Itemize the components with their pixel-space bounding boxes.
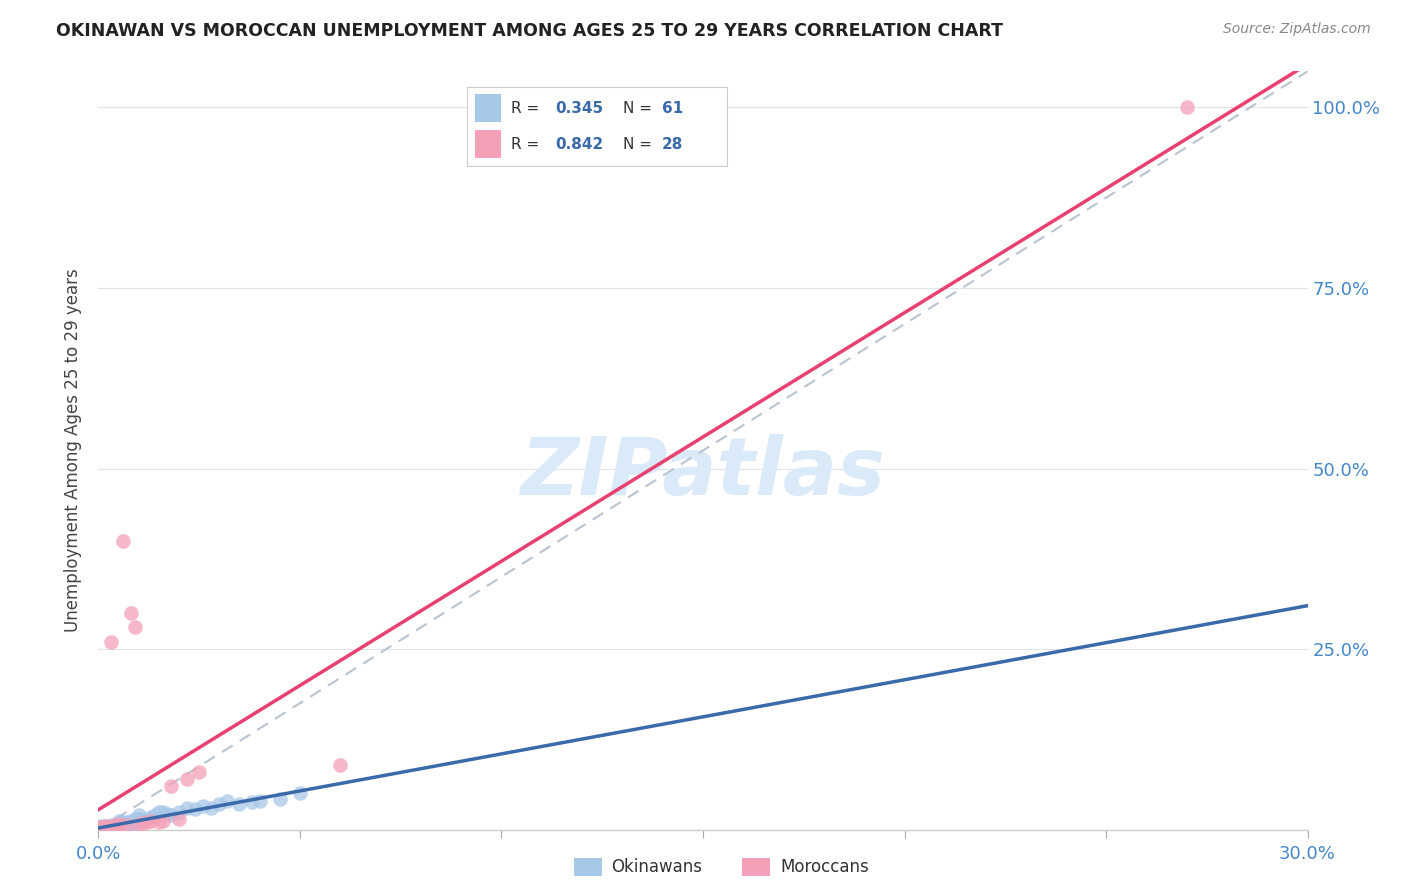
Point: [103, 819, 125, 833]
Point: [107, 820, 129, 834]
Point: [100, 821, 122, 835]
Point: [96, 821, 118, 835]
Point: [96, 820, 118, 834]
Point: [135, 815, 157, 830]
Point: [91, 821, 114, 835]
Point: [160, 808, 183, 822]
Point: [135, 812, 157, 826]
Point: [111, 533, 134, 548]
Point: [91, 821, 114, 835]
Point: [148, 815, 170, 830]
Point: [100, 818, 122, 832]
Point: [87, 822, 110, 837]
Point: [167, 812, 190, 826]
Point: [156, 806, 179, 821]
Point: [91, 822, 114, 837]
Point: [176, 801, 198, 815]
Point: [87, 822, 110, 836]
Point: [107, 818, 129, 832]
Point: [160, 779, 183, 793]
Point: [103, 821, 125, 835]
Point: [208, 797, 231, 812]
Point: [91, 821, 114, 835]
Text: ZIPatlas: ZIPatlas: [520, 434, 886, 512]
Point: [96, 819, 118, 833]
Point: [124, 812, 146, 826]
Point: [188, 764, 211, 779]
Point: [193, 799, 215, 814]
Text: Source: ZipAtlas.com: Source: ZipAtlas.com: [1223, 22, 1371, 37]
Text: Moroccans: Moroccans: [780, 858, 869, 876]
Point: [128, 812, 150, 826]
Point: [152, 814, 174, 828]
Point: [91, 819, 114, 833]
Point: [103, 819, 125, 833]
Point: [139, 809, 162, 823]
Point: [249, 794, 271, 808]
Point: [228, 797, 250, 812]
Point: [111, 815, 134, 830]
Point: [91, 822, 114, 836]
Point: [107, 817, 129, 831]
Point: [91, 820, 114, 834]
Point: [124, 620, 146, 634]
Point: [87, 821, 110, 835]
Point: [152, 805, 174, 819]
Point: [103, 818, 125, 832]
Text: OKINAWAN VS MOROCCAN UNEMPLOYMENT AMONG AGES 25 TO 29 YEARS CORRELATION CHART: OKINAWAN VS MOROCCAN UNEMPLOYMENT AMONG …: [56, 22, 1004, 40]
Point: [128, 808, 150, 822]
Point: [139, 814, 162, 828]
Point: [96, 819, 118, 833]
Point: [87, 822, 110, 836]
Point: [100, 821, 122, 835]
Point: [120, 817, 142, 831]
Point: [288, 787, 311, 801]
Point: [115, 817, 138, 831]
Point: [87, 820, 110, 834]
Point: [107, 818, 129, 832]
Point: [87, 821, 110, 835]
Point: [143, 808, 166, 822]
Point: [269, 792, 291, 806]
Point: [96, 821, 118, 835]
Y-axis label: Unemployment Among Ages 25 to 29 years: Unemployment Among Ages 25 to 29 years: [65, 268, 83, 632]
Point: [120, 814, 142, 828]
Point: [329, 757, 352, 772]
Point: [100, 635, 122, 649]
Point: [103, 817, 125, 831]
Point: [240, 795, 263, 809]
Point: [1175, 100, 1198, 114]
Point: [115, 817, 138, 831]
Point: [111, 817, 134, 831]
Point: [87, 821, 110, 835]
Point: [176, 772, 198, 786]
Point: [124, 815, 146, 830]
Point: [96, 821, 118, 835]
Point: [87, 822, 110, 837]
Text: Okinawans: Okinawans: [612, 858, 703, 876]
Point: [107, 814, 129, 828]
Point: [120, 606, 142, 620]
Point: [100, 820, 122, 834]
Point: [200, 801, 222, 815]
Point: [167, 805, 190, 819]
Point: [96, 822, 118, 836]
Point: [128, 815, 150, 830]
Point: [91, 820, 114, 834]
Point: [148, 805, 170, 819]
Point: [115, 815, 138, 830]
Point: [87, 822, 110, 837]
Point: [132, 816, 155, 830]
Point: [107, 817, 129, 831]
Point: [217, 794, 239, 808]
Point: [184, 802, 207, 816]
Point: [87, 822, 110, 837]
Point: [111, 819, 134, 833]
Point: [128, 817, 150, 831]
Point: [100, 820, 122, 834]
